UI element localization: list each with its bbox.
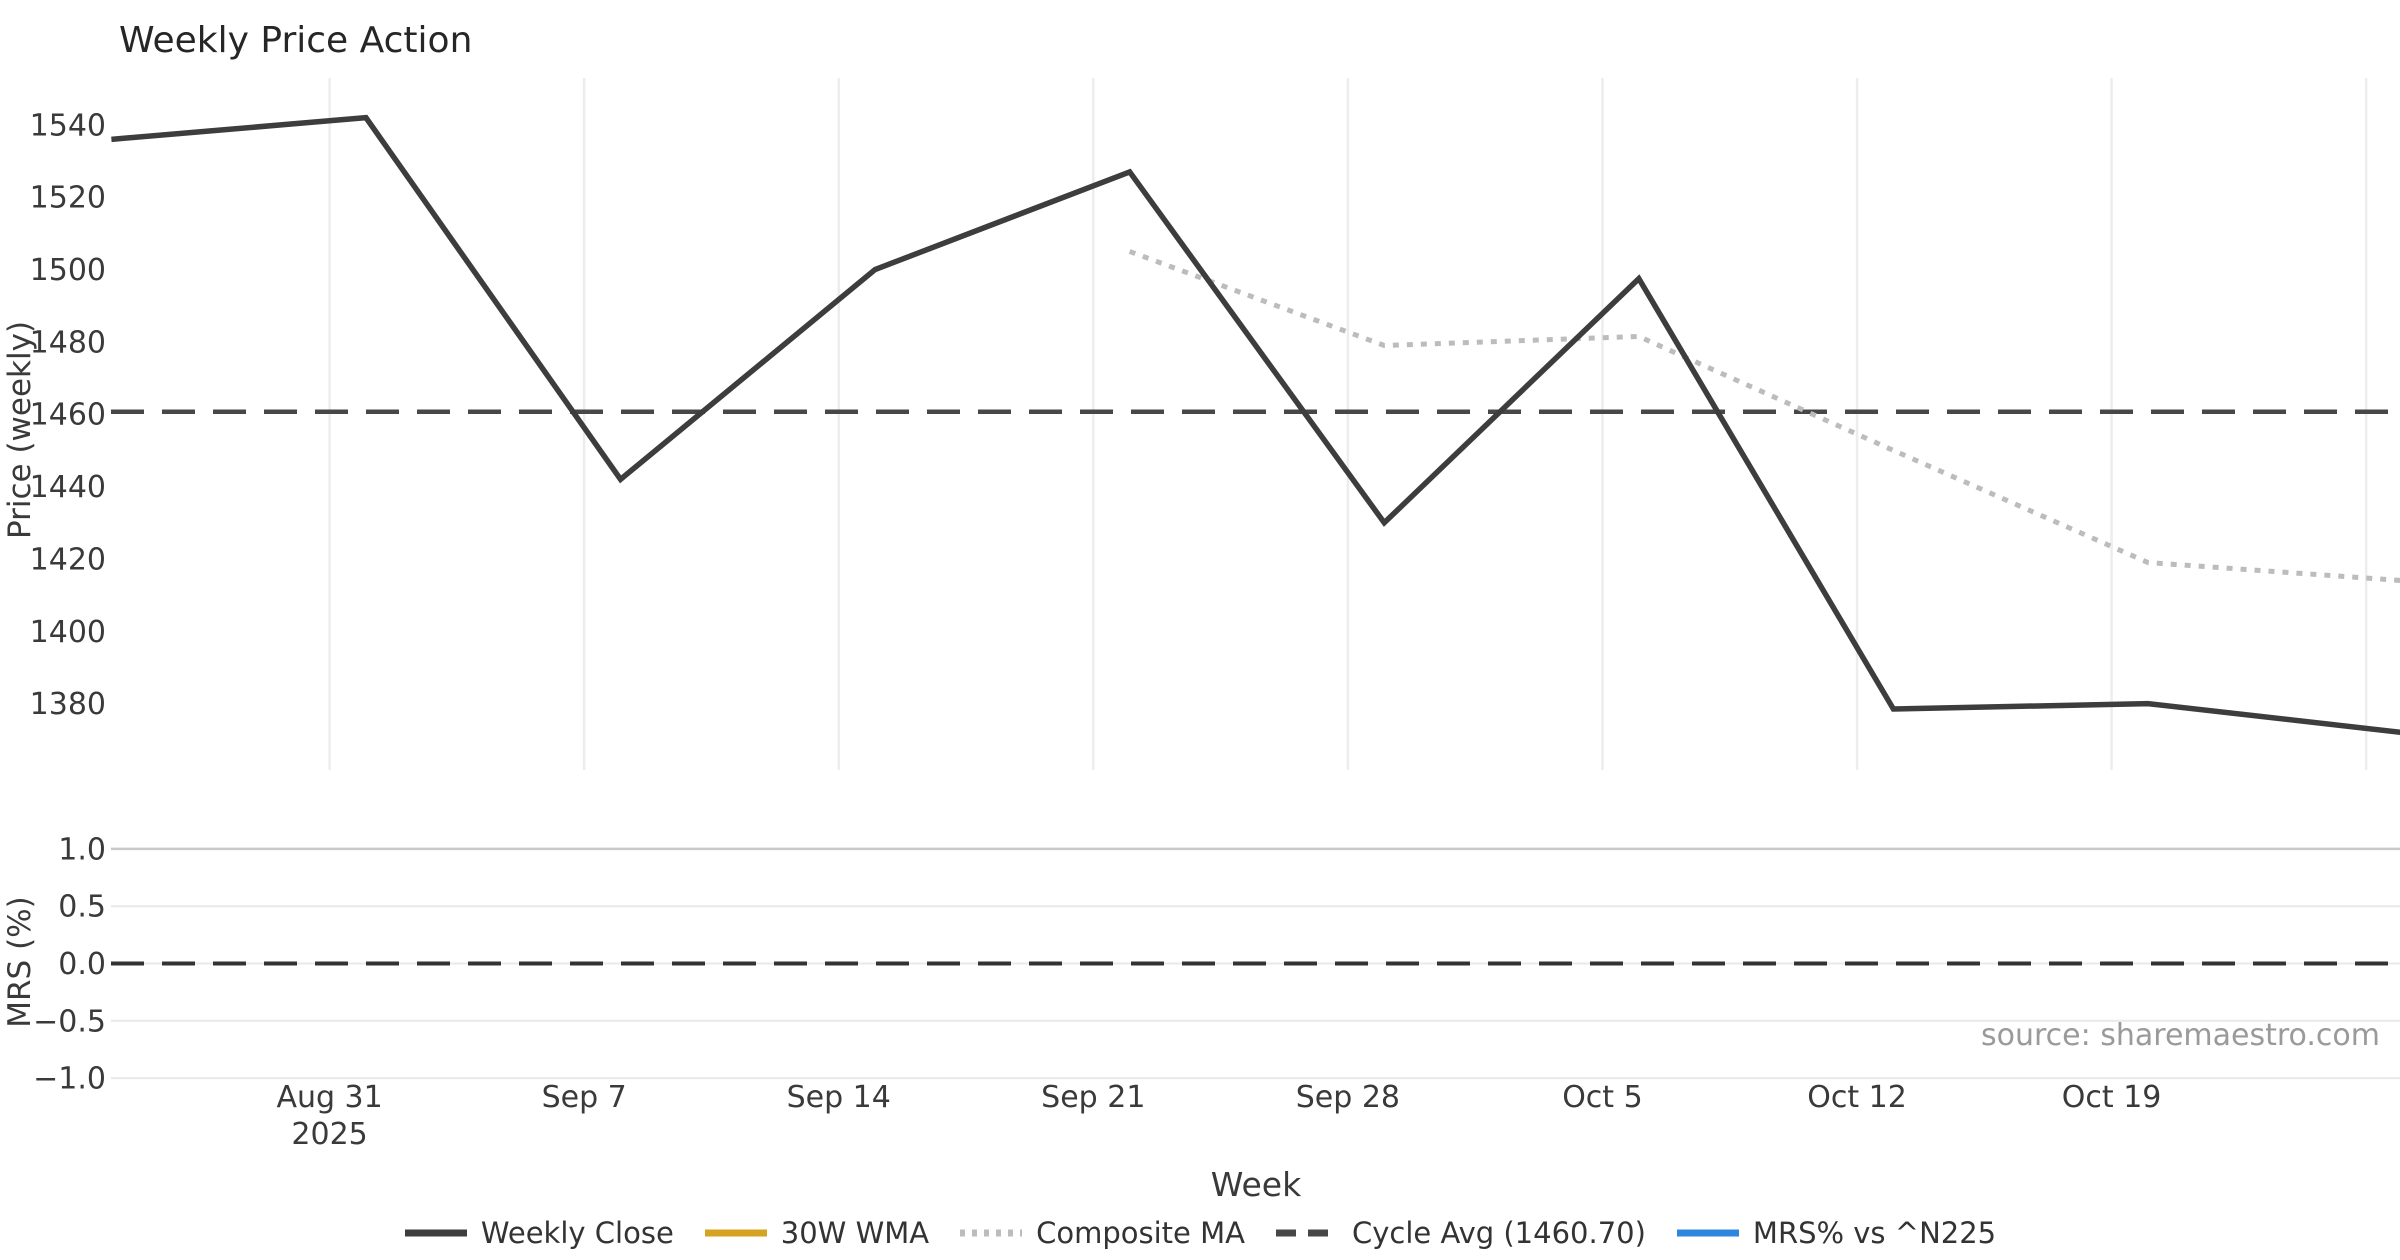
source-credit: source: sharemaestro.com xyxy=(1981,1018,2380,1053)
price-ytick-label: 1480 xyxy=(30,325,106,360)
x-tick-label: Sep 21 xyxy=(1041,1080,1145,1115)
price-y-axis-label: Price (weekly) xyxy=(2,321,38,539)
price-ytick-label: 1440 xyxy=(30,470,106,505)
mrs-ytick-label: 0.5 xyxy=(58,890,106,925)
composite-ma-line xyxy=(1128,249,2400,583)
chart-title: Weekly Price Action xyxy=(119,20,472,61)
weekly-close-line xyxy=(111,114,2400,736)
x-axis-label: Week xyxy=(1211,1165,1302,1204)
axis-tick-labels: 1540 1520 1500 1480 1460 1440 1420 1400 1380 1.0 0… xyxy=(30,108,2162,1152)
mrs-ytick-label: 1.0 xyxy=(58,832,106,867)
x-tick-label: Sep 28 xyxy=(1296,1080,1400,1115)
price-panel-series xyxy=(111,114,2400,736)
mrs-ytick-label: −1.0 xyxy=(33,1062,106,1097)
mrs-vs-n225-legend-swatch xyxy=(1676,1229,1739,1237)
x-tick-label: Aug 31 xyxy=(276,1080,382,1115)
price-ytick-label: 1380 xyxy=(30,687,106,722)
legend-item-30w-wma: 30W WMA xyxy=(704,1216,929,1250)
price-ytick-label: 1420 xyxy=(30,542,106,577)
x-tick-label: Oct 5 xyxy=(1562,1080,1643,1115)
price-ytick-label: 1400 xyxy=(30,615,106,650)
price-ytick-label: 1520 xyxy=(30,181,106,216)
x-tick-label: Sep 14 xyxy=(787,1080,891,1115)
legend-item-mrs-vs-n225: MRS% vs ^N225 xyxy=(1676,1216,1996,1250)
30w-wma-legend-swatch xyxy=(704,1229,767,1237)
x-tick-label: Oct 12 xyxy=(1807,1080,1907,1115)
mrs-ytick-label: 0.0 xyxy=(58,947,106,982)
legend-label: Cycle Avg (1460.70) xyxy=(1351,1216,1646,1250)
x-tick-label: Sep 7 xyxy=(542,1080,627,1115)
x-tick-year-label: 2025 xyxy=(291,1117,367,1152)
cycle-avg-1460-70-legend-swatch xyxy=(1275,1229,1338,1237)
legend-label: 30W WMA xyxy=(780,1216,930,1250)
price-panel-gridlines xyxy=(328,78,2368,770)
legend-label: MRS% vs ^N225 xyxy=(1752,1216,1997,1250)
legend-item-weekly-close: Weekly Close xyxy=(404,1216,674,1250)
legend-label: Composite MA xyxy=(1036,1216,1245,1250)
price-ytick-label: 1540 xyxy=(30,108,106,143)
price-ytick-label: 1500 xyxy=(30,253,106,288)
weekly-close-legend-swatch xyxy=(404,1229,467,1237)
price-ytick-label: 1460 xyxy=(30,398,106,433)
legend-item-composite-ma: Composite MA xyxy=(959,1216,1245,1250)
legend-label: Weekly Close xyxy=(480,1216,674,1250)
legend: Weekly Close 30W WMA Composite MA Cycle Avg… xyxy=(0,1210,2400,1256)
mrs-y-axis-label: MRS (%) xyxy=(2,896,38,1027)
composite-ma-legend-swatch xyxy=(960,1229,1023,1237)
mrs-ytick-label: −0.5 xyxy=(33,1004,106,1039)
legend-item-cycle-avg-1460-70: Cycle Avg (1460.70) xyxy=(1275,1216,1646,1250)
x-tick-label: Oct 19 xyxy=(2062,1080,2162,1115)
